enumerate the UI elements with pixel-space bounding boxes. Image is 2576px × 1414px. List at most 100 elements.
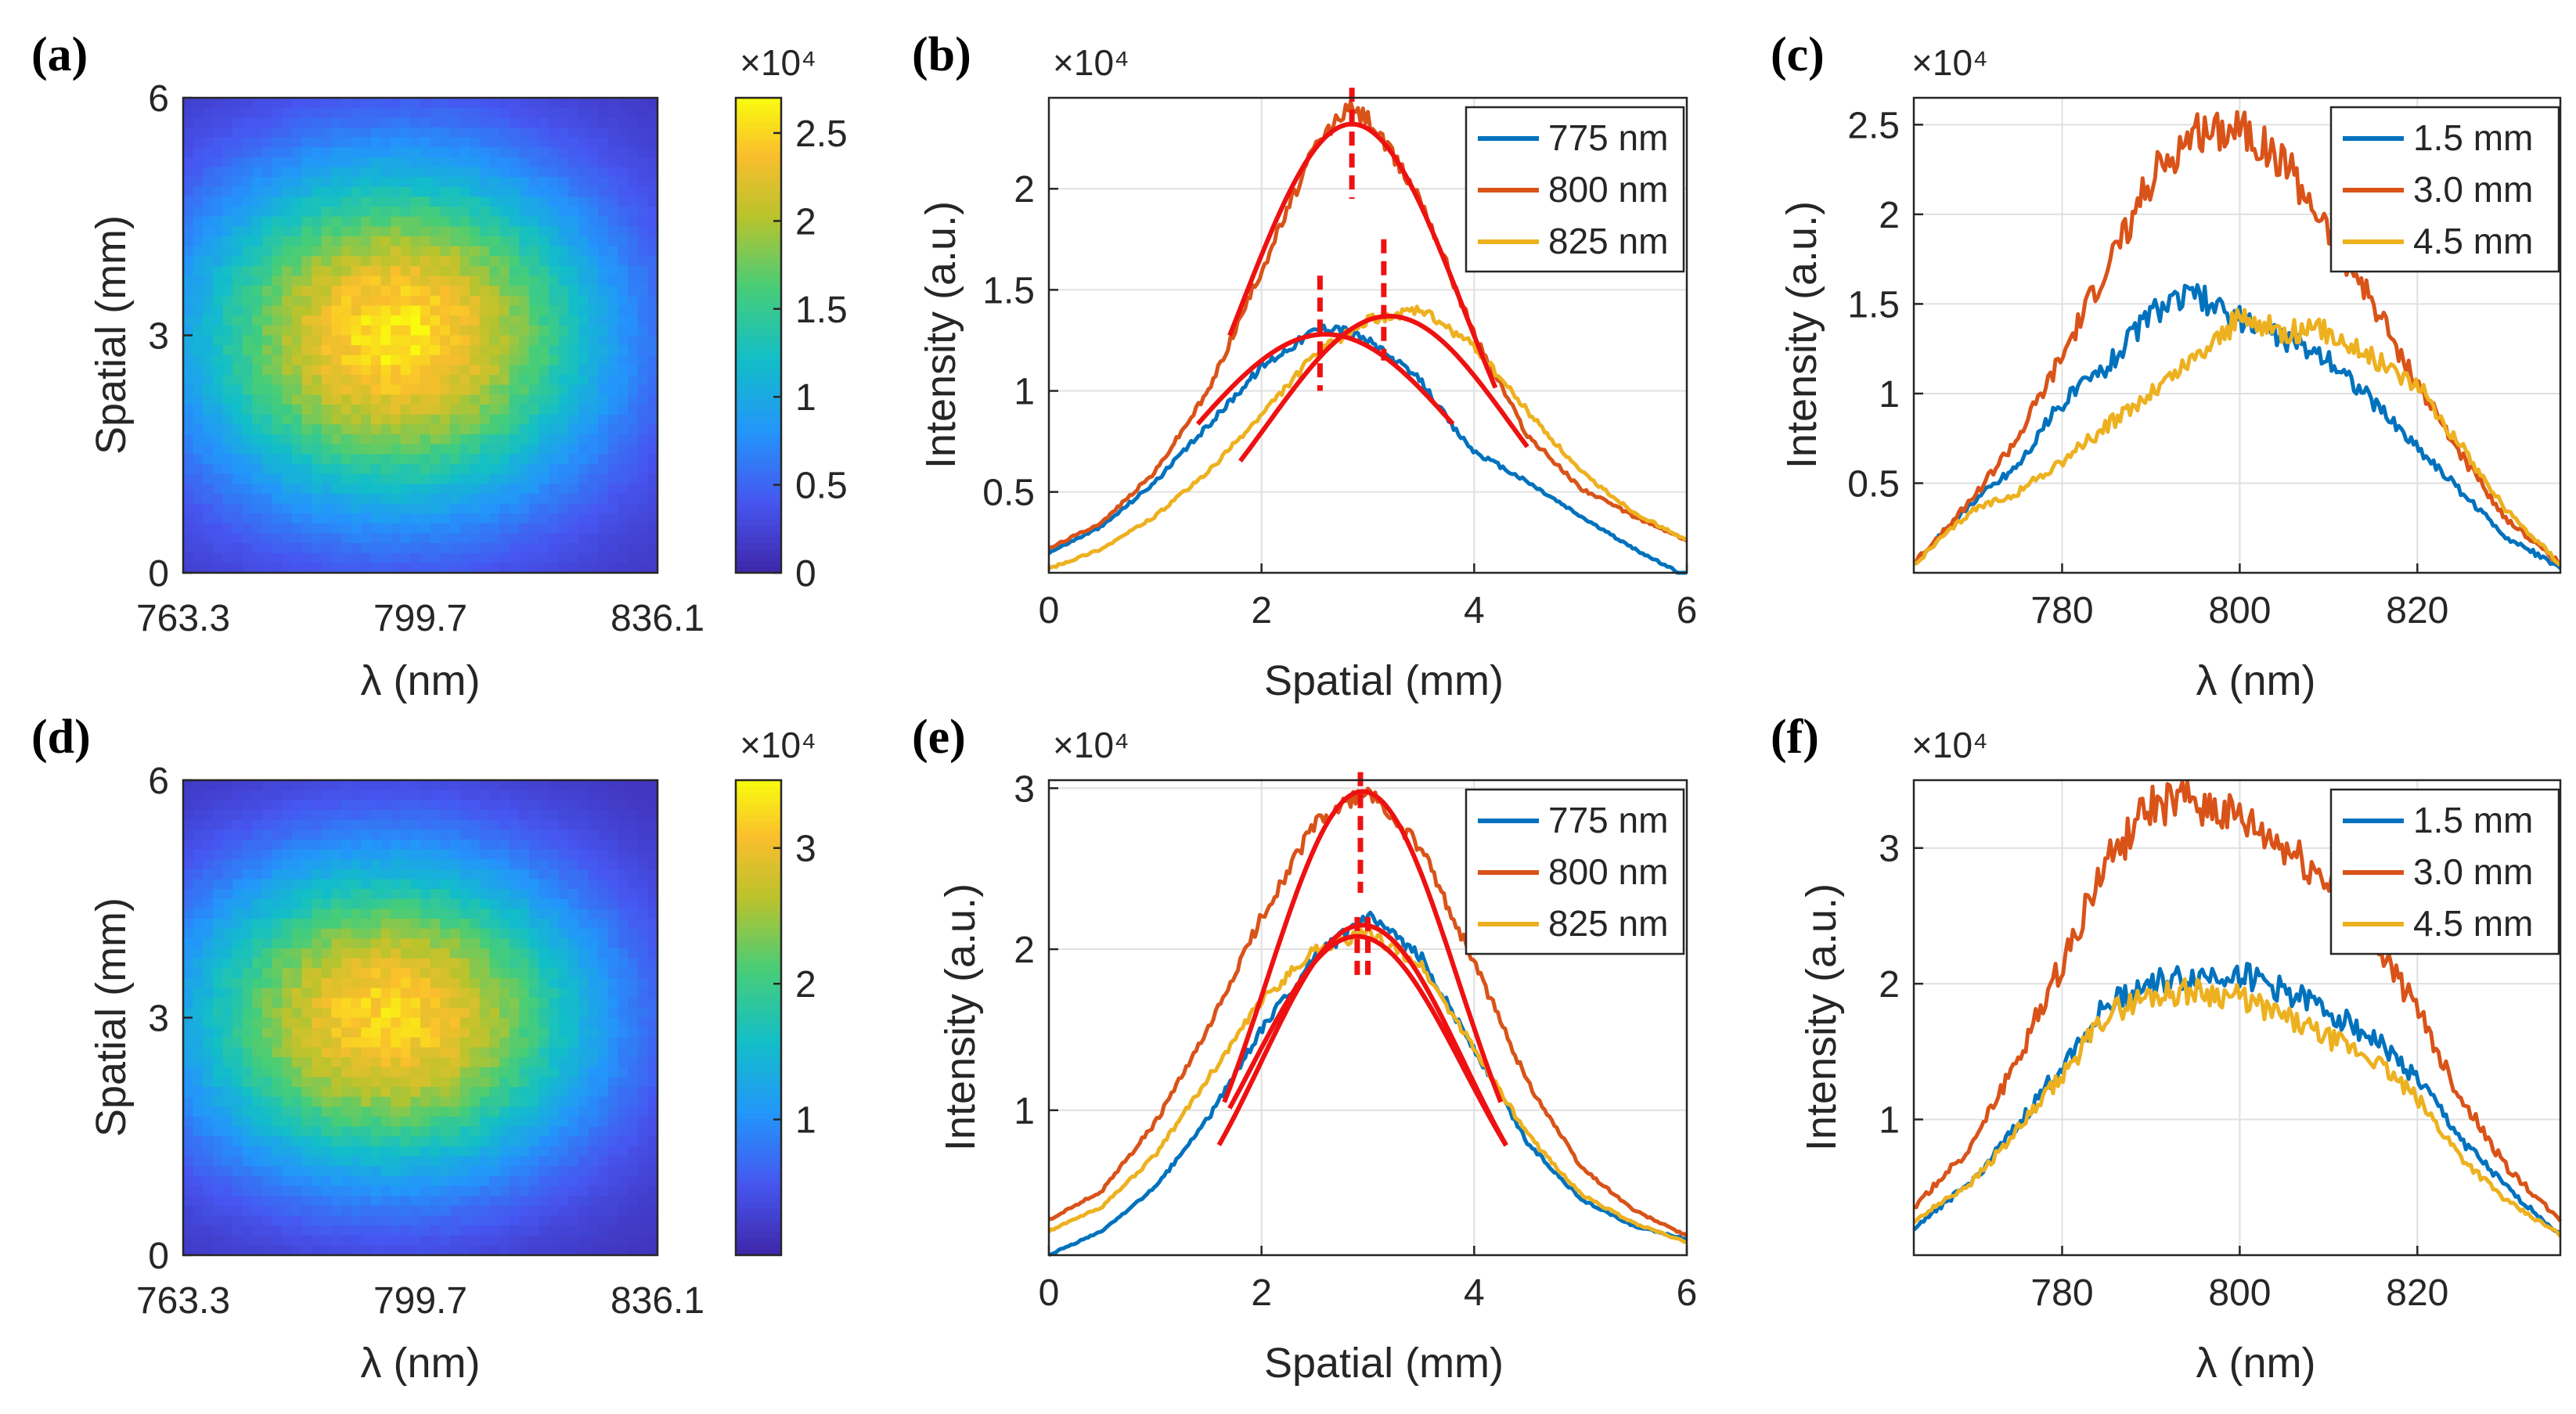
heatmap-cell: [183, 147, 194, 158]
heatmap-cell: [578, 384, 589, 395]
heatmap-cell: [588, 523, 599, 534]
heatmap-cell: [420, 226, 431, 237]
heatmap-cell: [272, 236, 283, 247]
heatmap-cell: [361, 919, 372, 930]
heatmap-cell: [479, 256, 490, 267]
colorbar-d-multiplier: ×10⁴: [740, 725, 816, 765]
heatmap-cell: [647, 780, 658, 791]
heatmap-cell: [351, 394, 362, 405]
heatmap-cell: [321, 216, 332, 227]
heatmap-cell: [588, 790, 599, 801]
heatmap-cell: [539, 295, 549, 307]
heatmap-cell: [193, 256, 204, 267]
heatmap-cell: [262, 1037, 273, 1049]
heatmap-cell: [578, 394, 589, 405]
heatmap-cell: [449, 1126, 461, 1137]
heatmap-cell: [578, 1156, 589, 1167]
heatmap-cell: [331, 563, 342, 574]
heatmap-cell: [272, 958, 283, 969]
heatmap-cell: [242, 493, 253, 505]
heatmap-cell: [391, 790, 402, 801]
heatmap-cell: [519, 958, 530, 969]
heatmap-cell: [183, 305, 194, 316]
heatmap-cell: [449, 928, 461, 939]
heatmap-cell: [242, 375, 253, 386]
heatmap-cell: [509, 295, 520, 307]
heatmap-cell: [539, 1067, 549, 1078]
heatmap-cell: [528, 780, 540, 791]
x-tick-label: 2: [1251, 1272, 1272, 1314]
heatmap-cell: [291, 1087, 303, 1098]
heatmap-cell: [479, 493, 490, 505]
heatmap-cell: [222, 127, 233, 139]
heatmap-cell: [232, 503, 243, 514]
heatmap-cell: [499, 1235, 510, 1246]
heatmap-cell: [519, 1186, 530, 1196]
heatmap-cell: [400, 898, 411, 909]
heatmap-cell: [351, 988, 362, 998]
heatmap-cell: [440, 424, 451, 435]
heatmap-cell: [470, 1126, 481, 1137]
heatmap-cell: [242, 1146, 253, 1157]
heatmap-cell: [212, 780, 224, 791]
heatmap-cell: [440, 819, 451, 830]
heatmap-cell: [193, 177, 204, 188]
heatmap-cell: [361, 1077, 372, 1088]
heatmap-cell: [568, 1156, 579, 1167]
heatmap-cell: [193, 1116, 204, 1128]
heatmap-cell: [301, 1037, 312, 1049]
heatmap-cell: [203, 928, 214, 939]
heatmap-cell: [370, 1106, 382, 1117]
heatmap-cell: [598, 977, 609, 989]
heatmap-cell: [232, 394, 243, 405]
heatmap-cell: [341, 473, 352, 484]
heatmap-cell: [193, 207, 204, 218]
heatmap-cell: [528, 1007, 540, 1019]
heatmap-cell: [331, 1136, 342, 1147]
heatmap-cell: [232, 928, 243, 939]
heatmap-cell: [420, 463, 431, 475]
heatmap-cell: [400, 1047, 411, 1058]
heatmap-cell: [272, 157, 283, 168]
heatmap-cell: [420, 1215, 431, 1226]
heatmap-cell: [400, 1027, 411, 1038]
heatmap-cell: [647, 315, 658, 326]
heatmap-cell: [519, 375, 530, 386]
heatmap-cell: [242, 107, 253, 118]
heatmap-cell: [400, 315, 411, 326]
heatmap-cell: [489, 908, 500, 919]
heatmap-cell: [321, 958, 332, 969]
heatmap-cell: [321, 938, 332, 949]
heatmap-cell: [341, 354, 352, 366]
heatmap-cell: [341, 948, 352, 959]
heatmap-cell: [519, 315, 530, 326]
heatmap-cell: [341, 1017, 352, 1028]
heatmap-cell: [578, 552, 589, 563]
heatmap-cell: [370, 1096, 382, 1107]
heatmap-cell: [528, 196, 540, 207]
heatmap-cell: [499, 968, 510, 979]
panel-b: (b) 0 2 4 60.511.52 ×10⁴ Spatial (mm) Inten…: [912, 28, 1697, 704]
heatmap-cell: [479, 1096, 490, 1107]
heatmap-cell: [331, 216, 342, 227]
heatmap-cell: [568, 117, 579, 128]
heatmap-cell: [479, 1087, 490, 1098]
heatmap-cell: [212, 315, 224, 326]
heatmap-cell: [519, 107, 530, 118]
heatmap-cell: [479, 127, 490, 139]
heatmap-cell: [628, 839, 639, 851]
heatmap-cell: [282, 394, 293, 405]
heatmap-cell: [588, 414, 599, 425]
heatmap-cell: [282, 889, 293, 900]
heatmap-cell: [588, 543, 599, 554]
heatmap-cell: [272, 207, 283, 218]
heatmap-cell: [232, 1175, 243, 1187]
heatmap-cell: [380, 414, 391, 425]
heatmap-cell: [618, 265, 629, 277]
heatmap-cell: [242, 335, 253, 346]
heatmap-cell: [499, 127, 510, 139]
heatmap-cell: [232, 354, 243, 366]
heatmap-cell: [430, 1166, 441, 1177]
heatmap-cell: [312, 839, 322, 851]
heatmap-cell: [203, 800, 214, 811]
